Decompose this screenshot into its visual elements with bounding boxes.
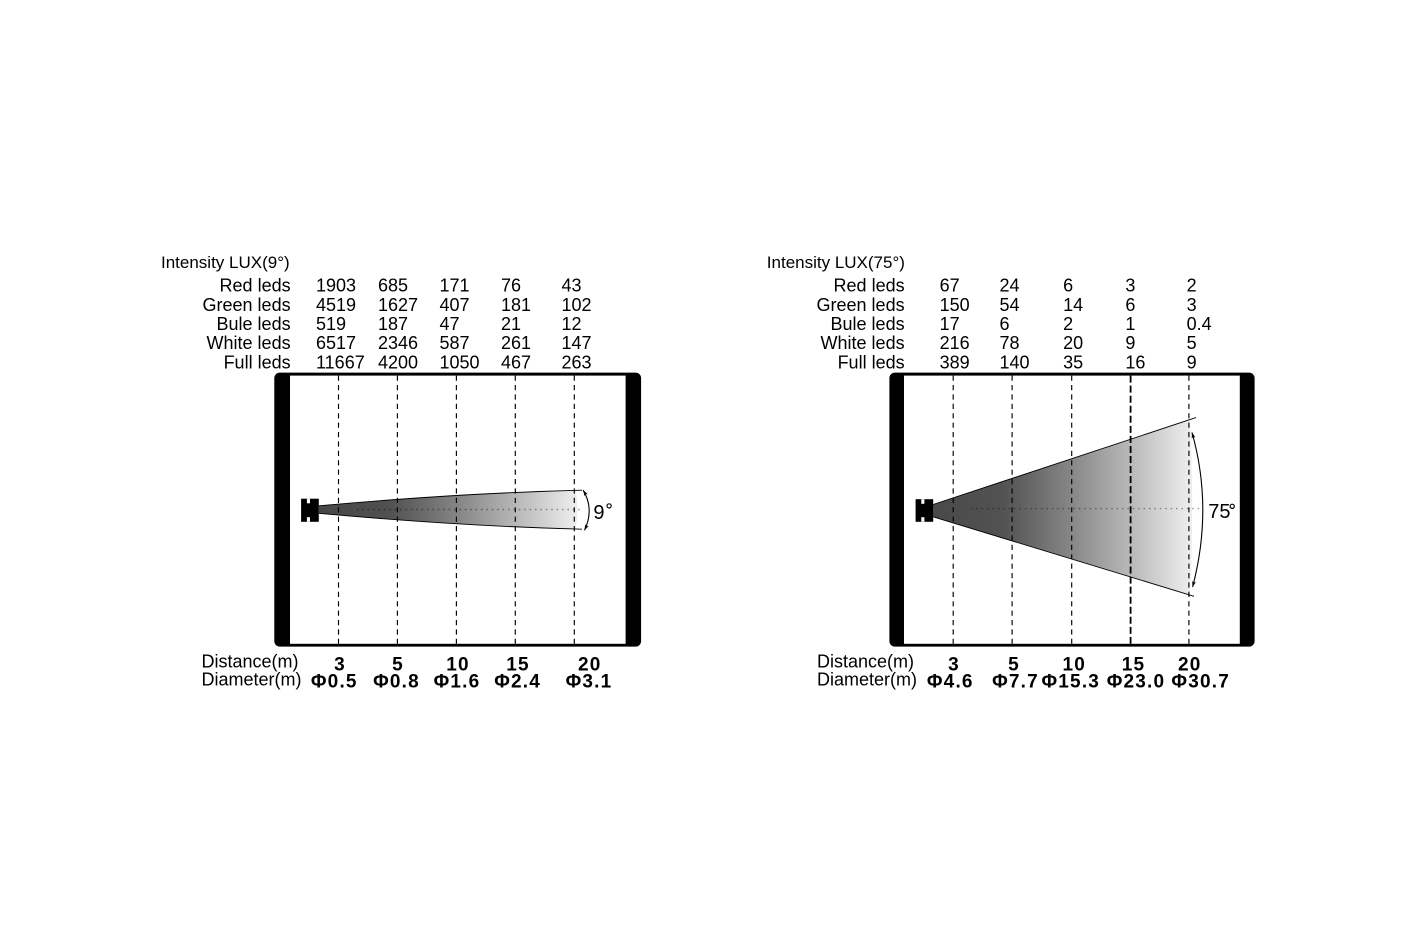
svg-text:Φ0.8: Φ0.8 bbox=[373, 672, 420, 693]
svg-text:Φ1.6: Φ1.6 bbox=[434, 672, 481, 693]
svg-text:10: 10 bbox=[446, 655, 470, 676]
svg-text:Red leds: Red leds bbox=[834, 276, 905, 296]
svg-text:Φ0.5: Φ0.5 bbox=[311, 672, 358, 693]
svg-text:3: 3 bbox=[1187, 295, 1197, 315]
svg-text:9: 9 bbox=[1187, 352, 1197, 372]
svg-text:140: 140 bbox=[1000, 352, 1030, 372]
svg-text:47: 47 bbox=[440, 314, 460, 334]
svg-text:5: 5 bbox=[1008, 655, 1020, 676]
svg-text:17: 17 bbox=[940, 314, 960, 334]
svg-text:467: 467 bbox=[501, 352, 531, 372]
svg-text:685: 685 bbox=[378, 276, 408, 296]
svg-text:171: 171 bbox=[440, 276, 470, 296]
svg-text:54: 54 bbox=[1000, 295, 1020, 315]
svg-text:3: 3 bbox=[1125, 276, 1135, 296]
svg-text:Intensity LUX(75°): Intensity LUX(75°) bbox=[767, 253, 905, 272]
svg-text:Φ3.1: Φ3.1 bbox=[566, 672, 613, 693]
svg-text:Φ30.7: Φ30.7 bbox=[1171, 672, 1230, 693]
svg-text:263: 263 bbox=[562, 352, 592, 372]
svg-text:14: 14 bbox=[1063, 295, 1083, 315]
svg-text:261: 261 bbox=[501, 333, 531, 353]
svg-text:20: 20 bbox=[1178, 655, 1202, 676]
svg-text:1: 1 bbox=[1125, 314, 1135, 334]
svg-text:1627: 1627 bbox=[378, 295, 418, 315]
svg-text:Full leds: Full leds bbox=[838, 352, 905, 372]
svg-text:147: 147 bbox=[562, 333, 592, 353]
svg-text:0.4: 0.4 bbox=[1187, 314, 1212, 334]
svg-text:Φ23.0: Φ23.0 bbox=[1107, 672, 1166, 693]
svg-text:76: 76 bbox=[501, 276, 521, 296]
svg-text:2: 2 bbox=[1187, 276, 1197, 296]
svg-text:Red leds: Red leds bbox=[220, 276, 291, 296]
svg-text:24: 24 bbox=[1000, 276, 1020, 296]
svg-text:21: 21 bbox=[501, 314, 521, 334]
svg-text:20: 20 bbox=[1063, 333, 1083, 353]
svg-text:78: 78 bbox=[1000, 333, 1020, 353]
svg-text:1903: 1903 bbox=[316, 276, 356, 296]
svg-text:2: 2 bbox=[1063, 314, 1073, 334]
svg-text:Φ2.4: Φ2.4 bbox=[494, 672, 541, 693]
svg-text:Green leds: Green leds bbox=[817, 295, 905, 315]
svg-text:Bule leds: Bule leds bbox=[831, 314, 905, 334]
svg-text:White leds: White leds bbox=[821, 333, 905, 353]
svg-text:Distance(m): Distance(m) bbox=[202, 651, 299, 671]
svg-text:187: 187 bbox=[378, 314, 408, 334]
svg-text:6517: 6517 bbox=[316, 333, 356, 353]
svg-text:9: 9 bbox=[593, 502, 604, 524]
svg-text:Φ7.7: Φ7.7 bbox=[992, 672, 1039, 693]
svg-text:16: 16 bbox=[1125, 352, 1145, 372]
svg-text:181: 181 bbox=[501, 295, 531, 315]
svg-text:20: 20 bbox=[578, 655, 602, 676]
svg-text:15: 15 bbox=[1122, 655, 1146, 676]
svg-text:11667: 11667 bbox=[316, 352, 365, 372]
svg-text:1050: 1050 bbox=[440, 352, 480, 372]
svg-text:5: 5 bbox=[1187, 333, 1197, 353]
svg-text:150: 150 bbox=[940, 295, 970, 315]
svg-text:35: 35 bbox=[1063, 352, 1083, 372]
svg-text:Φ4.6: Φ4.6 bbox=[927, 672, 974, 693]
svg-text:3: 3 bbox=[948, 655, 960, 676]
svg-text:407: 407 bbox=[440, 295, 470, 315]
svg-text:102: 102 bbox=[562, 295, 592, 315]
svg-text:Intensity LUX(9°): Intensity LUX(9°) bbox=[161, 253, 290, 272]
svg-text:Bule leds: Bule leds bbox=[217, 314, 291, 334]
svg-text:6: 6 bbox=[1000, 314, 1010, 334]
svg-text:Diameter(m): Diameter(m) bbox=[817, 670, 917, 690]
svg-text:5: 5 bbox=[392, 655, 404, 676]
svg-text:67: 67 bbox=[940, 276, 960, 296]
svg-text:6: 6 bbox=[1125, 295, 1135, 315]
svg-text:Diameter(m): Diameter(m) bbox=[202, 670, 302, 690]
svg-text:Φ15.3: Φ15.3 bbox=[1042, 672, 1101, 693]
svg-text:4519: 4519 bbox=[316, 295, 356, 315]
svg-text:587: 587 bbox=[440, 333, 470, 353]
svg-text:15: 15 bbox=[506, 655, 530, 676]
svg-text:216: 216 bbox=[940, 333, 970, 353]
svg-text:389: 389 bbox=[940, 352, 970, 372]
svg-text:10: 10 bbox=[1063, 655, 1087, 676]
svg-text:Full leds: Full leds bbox=[224, 352, 291, 372]
svg-text:Green leds: Green leds bbox=[203, 295, 291, 315]
svg-text:3: 3 bbox=[334, 655, 346, 676]
svg-text:519: 519 bbox=[316, 314, 346, 334]
svg-text:6: 6 bbox=[1063, 276, 1073, 296]
svg-text:Distance(m): Distance(m) bbox=[817, 651, 914, 671]
svg-text:43: 43 bbox=[562, 276, 582, 296]
svg-text:2346: 2346 bbox=[378, 333, 418, 353]
svg-text:9: 9 bbox=[1125, 333, 1135, 353]
svg-text:12: 12 bbox=[562, 314, 582, 334]
svg-text:White leds: White leds bbox=[207, 333, 291, 353]
svg-text:4200: 4200 bbox=[378, 352, 418, 372]
svg-text:75: 75 bbox=[1208, 501, 1230, 523]
